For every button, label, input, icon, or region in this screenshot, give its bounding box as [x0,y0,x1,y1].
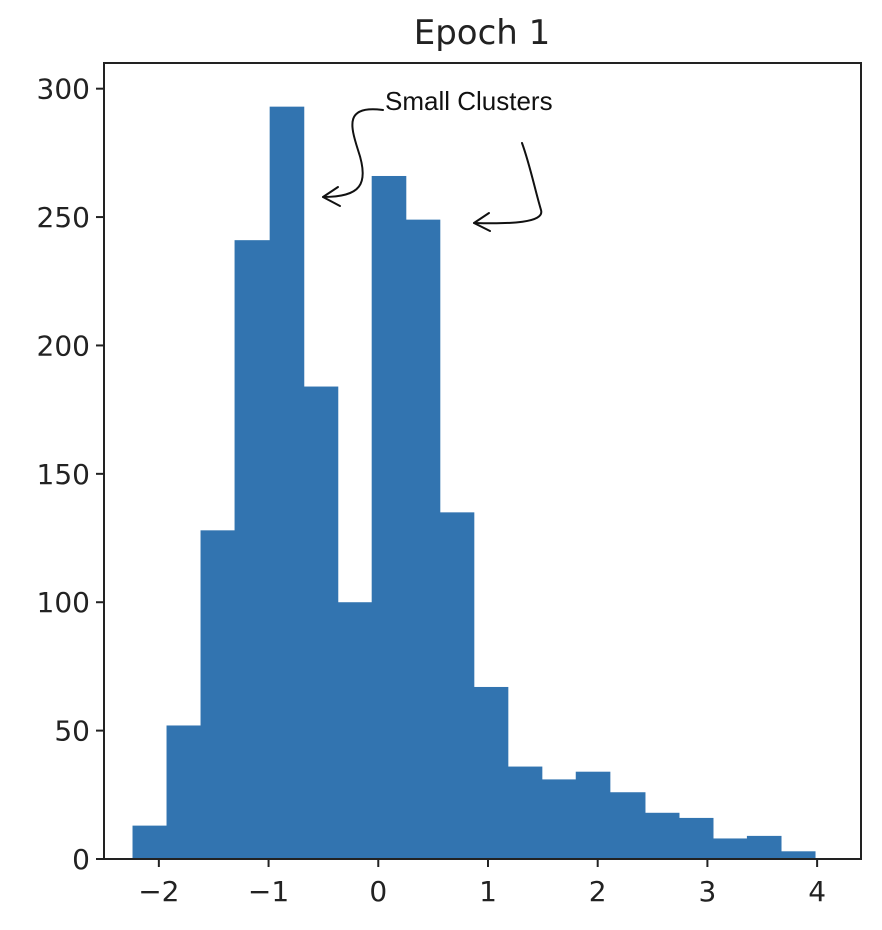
histogram-bar-0 [132,825,168,859]
histogram-bar-17 [712,838,748,859]
histogram-bar-1 [166,725,202,859]
y-axis: 0 50 100 150 200 250 300 [37,73,104,876]
x-tick-label-3: 1 [479,875,497,908]
x-tick-label-6: 4 [808,875,826,908]
histogram-bar-11 [507,766,543,859]
plot-frame [103,62,862,860]
annotation-arrowhead-left [322,186,341,207]
histogram-bar-6 [337,602,373,859]
histogram-bar-14 [609,792,646,859]
histogram-bar-15 [644,812,680,859]
x-tick-label-2: 0 [369,875,387,908]
histogram-bar-5 [303,386,339,859]
x-tick-label-4: 2 [589,875,607,908]
annotation-label: Small Clusters [385,86,553,116]
histogram-bar-2 [200,530,236,859]
y-tick-label-6: 300 [37,73,90,106]
histogram-bar-7 [371,175,407,860]
y-tick-label-0: 0 [72,843,90,876]
histogram-bar-9 [439,512,475,859]
histogram-bar-10 [473,686,509,859]
annotation: Small Clusters [322,86,553,232]
annotation-arrow-right [473,142,543,225]
x-tick-label-5: 3 [698,875,716,908]
histogram-bar-3 [234,240,271,860]
histogram-bar-18 [746,835,782,859]
histogram-bar-4 [269,106,305,859]
y-tick-label-1: 50 [54,715,90,748]
histogram-bar-13 [575,771,611,859]
y-tick-label-4: 200 [37,329,90,362]
histogram-bar-16 [678,817,714,859]
annotation-arrowhead-right [473,212,491,232]
bars-group [132,106,816,860]
histogram-bar-8 [405,219,441,859]
x-axis: −2 −1 0 1 2 3 4 [138,859,826,908]
histogram-bar-12 [541,779,577,859]
histogram-bar-19 [780,851,816,859]
x-tick-label-0: −2 [138,875,179,908]
x-tick-label-1: −1 [248,875,289,908]
chart-title: Epoch 1 [414,13,551,53]
annotation-arrow-left [322,108,384,198]
y-tick-label-2: 100 [37,586,90,619]
y-tick-label-5: 250 [37,201,90,234]
y-tick-label-3: 150 [37,458,90,491]
